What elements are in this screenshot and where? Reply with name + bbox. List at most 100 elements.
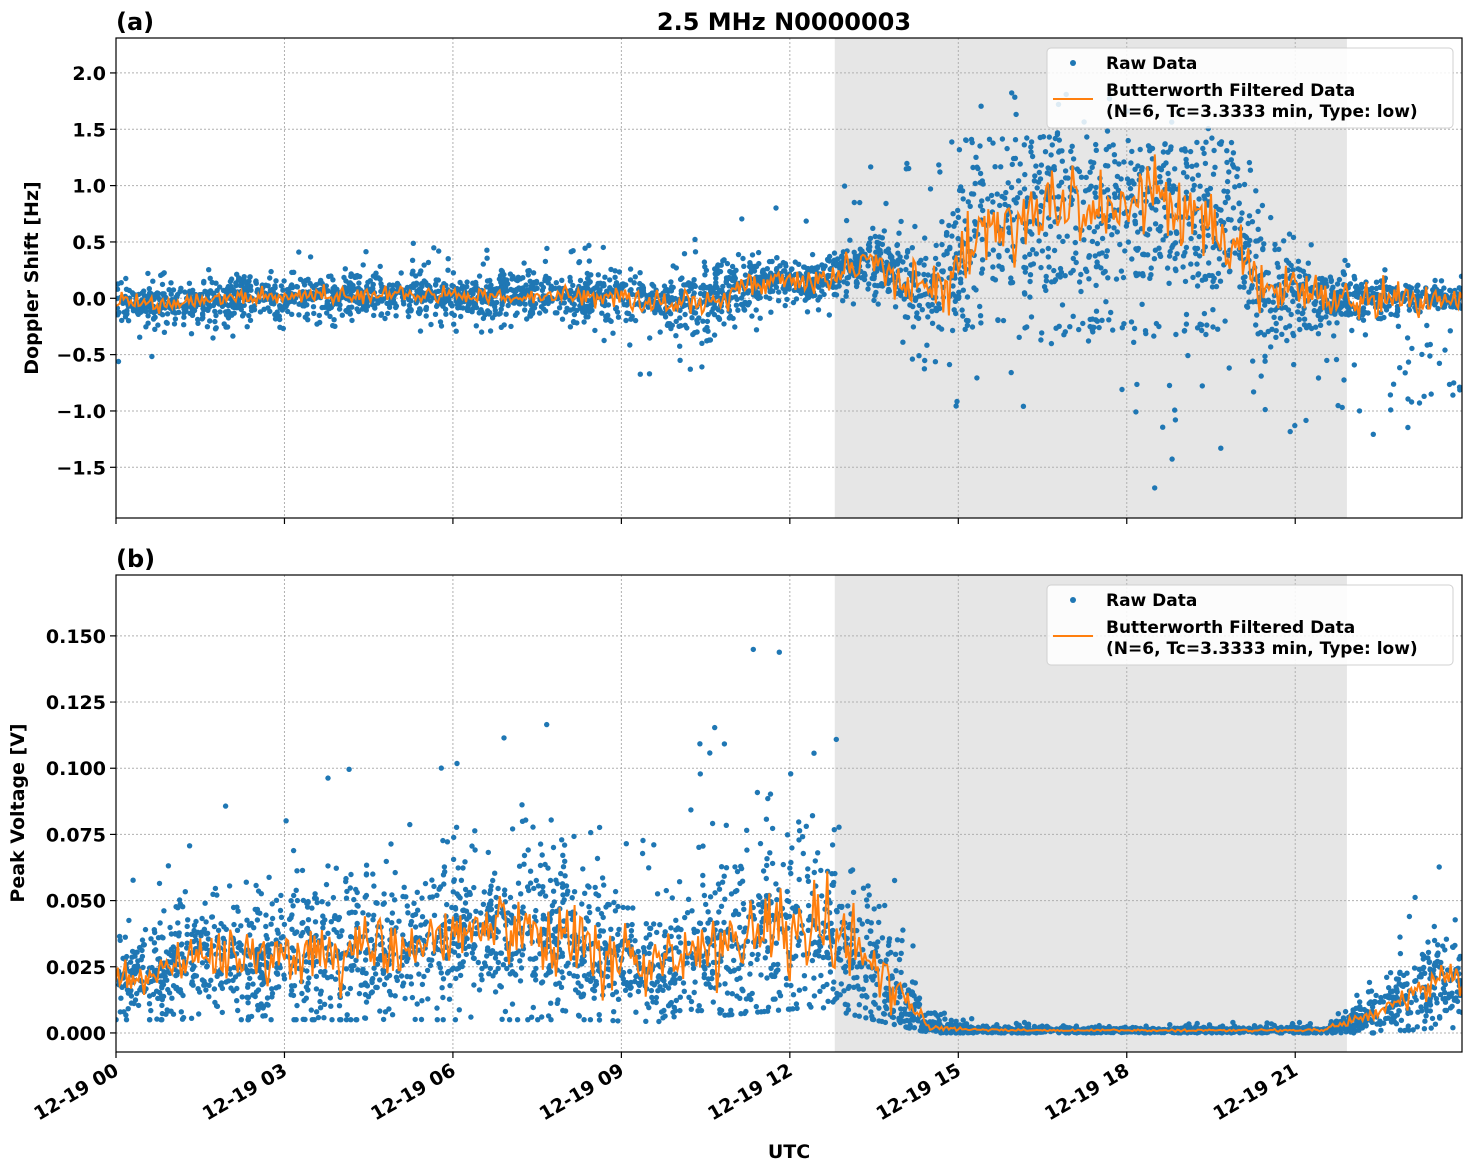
- raw-data-point: [624, 310, 630, 316]
- raw-data-point: [152, 326, 158, 332]
- raw-data-point: [910, 303, 916, 310]
- raw-data-point: [712, 890, 718, 896]
- raw-data-point: [586, 242, 592, 249]
- y-axis-label-b: Peak Voltage [V]: [7, 723, 29, 902]
- raw-data-point: [1290, 298, 1296, 305]
- raw-data-point: [1242, 233, 1249, 240]
- raw-data-point: [201, 306, 207, 313]
- raw-data-point: [714, 293, 721, 300]
- raw-data-point: [410, 284, 417, 291]
- raw-data-point: [1038, 264, 1044, 271]
- raw-data-point: [356, 280, 362, 286]
- raw-data-point: [533, 877, 539, 884]
- raw-data-point: [1446, 296, 1452, 302]
- raw-data-point: [864, 934, 870, 941]
- raw-data-point: [1131, 339, 1137, 345]
- raw-data-point: [1158, 167, 1165, 173]
- raw-data-point: [223, 926, 229, 933]
- raw-data-point: [1064, 233, 1070, 239]
- raw-data-point: [1157, 179, 1164, 185]
- raw-data-point: [627, 342, 633, 348]
- raw-data-point: [516, 863, 523, 869]
- raw-data-point: [956, 293, 962, 300]
- raw-data-point: [246, 286, 252, 292]
- raw-data-point: [401, 301, 407, 307]
- raw-data-point: [824, 949, 830, 955]
- raw-data-point: [865, 263, 871, 269]
- raw-data-point: [1190, 274, 1196, 281]
- raw-data-point: [280, 325, 286, 332]
- raw-data-point: [150, 316, 157, 322]
- raw-data-point: [1157, 253, 1164, 260]
- raw-data-point: [749, 313, 755, 319]
- raw-data-point: [740, 302, 746, 309]
- raw-data-point: [954, 398, 960, 405]
- raw-data-point: [724, 260, 731, 267]
- raw-data-point: [968, 191, 975, 197]
- raw-data-point: [1081, 237, 1087, 243]
- raw-data-point: [1198, 322, 1205, 328]
- raw-data-point: [839, 254, 845, 260]
- raw-data-point: [1048, 152, 1054, 158]
- raw-data-point: [146, 1001, 153, 1007]
- raw-data-point: [840, 249, 847, 255]
- raw-data-point: [854, 974, 860, 981]
- raw-data-point: [1139, 167, 1145, 173]
- raw-data-point: [296, 312, 302, 318]
- raw-data-point: [1299, 310, 1305, 317]
- raw-data-point: [587, 909, 593, 916]
- raw-data-point: [405, 313, 412, 320]
- raw-data-point: [997, 202, 1003, 209]
- raw-data-point: [737, 995, 743, 1001]
- raw-data-point: [1070, 156, 1077, 162]
- raw-data-point: [1008, 280, 1014, 286]
- raw-data-point: [247, 975, 253, 982]
- raw-data-point: [443, 311, 449, 317]
- raw-data-point: [229, 312, 235, 318]
- raw-data-point: [1160, 149, 1167, 155]
- raw-data-point: [427, 298, 434, 304]
- raw-data-point: [1284, 337, 1290, 344]
- raw-data-point: [207, 318, 213, 324]
- raw-data-point: [1169, 456, 1175, 462]
- raw-data-point: [968, 136, 975, 143]
- raw-data-point: [1262, 358, 1268, 364]
- raw-data-point: [1209, 135, 1215, 141]
- raw-data-point: [896, 230, 902, 236]
- raw-data-point: [151, 310, 157, 316]
- raw-data-point: [597, 280, 604, 286]
- raw-data-point: [1216, 256, 1223, 262]
- raw-data-point: [1180, 170, 1187, 176]
- raw-data-point: [349, 304, 355, 310]
- raw-data-point: [1236, 182, 1243, 189]
- raw-data-point: [526, 267, 532, 274]
- raw-data-point: [929, 320, 936, 326]
- raw-data-point: [612, 274, 618, 280]
- raw-data-point: [214, 287, 220, 294]
- raw-data-point: [1099, 235, 1106, 242]
- raw-data-point: [885, 246, 892, 252]
- raw-data-point: [1262, 353, 1268, 359]
- raw-data-point: [1023, 324, 1030, 330]
- raw-data-point: [796, 828, 803, 834]
- raw-data-point: [272, 316, 279, 322]
- raw-data-point: [1210, 171, 1217, 177]
- raw-data-point: [965, 199, 971, 205]
- raw-data-point: [363, 871, 370, 877]
- raw-data-point: [204, 324, 211, 330]
- raw-data-point: [1073, 225, 1079, 231]
- raw-data-point: [159, 281, 166, 288]
- raw-data-point: [863, 974, 869, 980]
- raw-data-point: [1060, 238, 1066, 245]
- raw-data-point: [374, 961, 381, 967]
- raw-data-point: [1234, 173, 1240, 180]
- raw-data-point: [1245, 220, 1251, 227]
- raw-data-point: [667, 298, 673, 304]
- raw-data-point: [843, 293, 849, 299]
- raw-data-point: [830, 284, 836, 290]
- raw-data-point: [427, 962, 434, 969]
- raw-data-point: [1370, 431, 1377, 437]
- raw-data-point: [999, 266, 1005, 272]
- raw-data-point: [906, 165, 912, 172]
- raw-data-point: [225, 308, 231, 314]
